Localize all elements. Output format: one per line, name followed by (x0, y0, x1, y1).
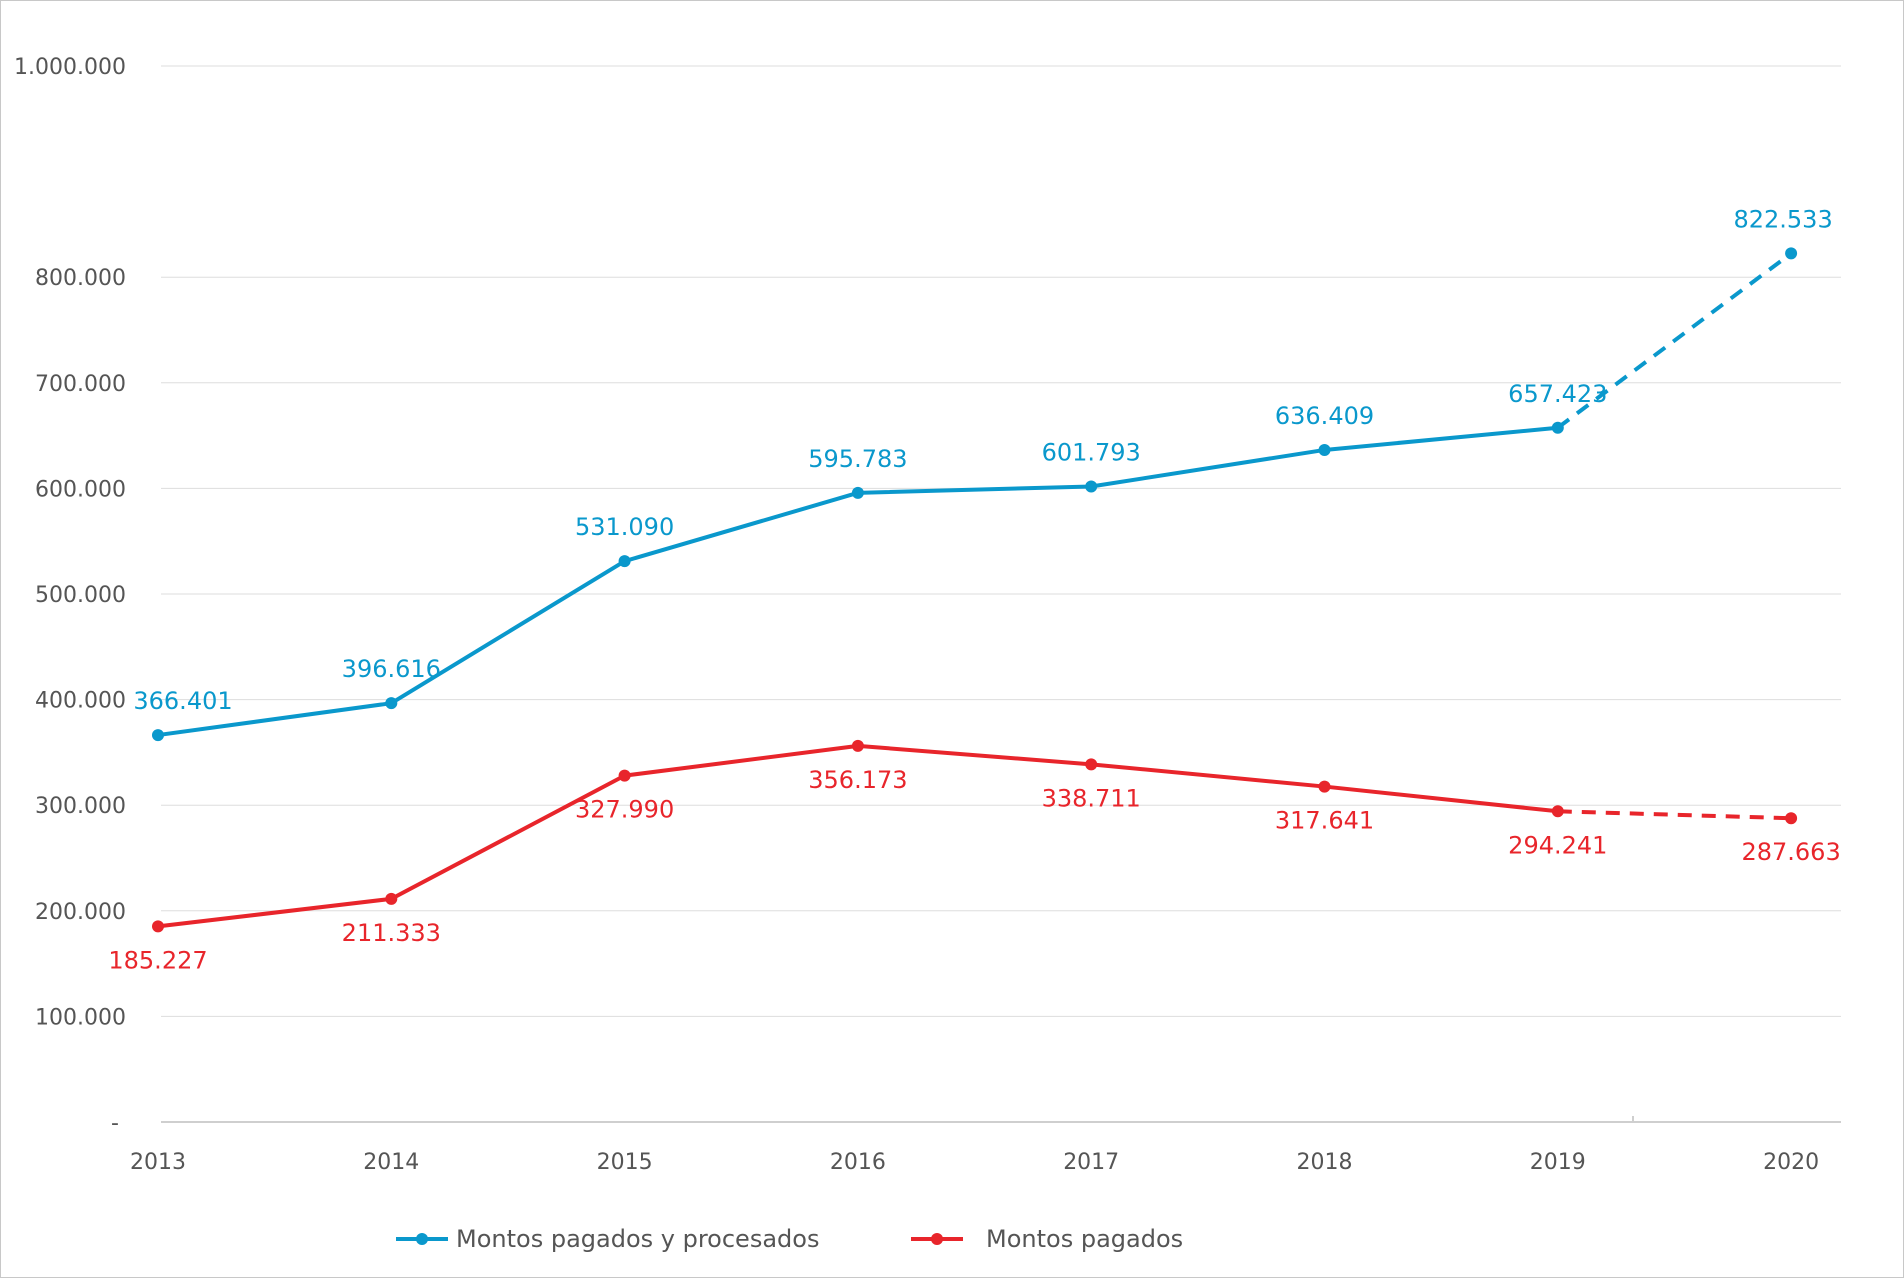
x-tick-label: 2017 (1063, 1150, 1119, 1175)
legend-item-2: Montos pagados (911, 1225, 1183, 1253)
data-point (152, 920, 164, 933)
data-point (1085, 758, 1098, 771)
data-label: 396.616 (342, 655, 441, 683)
y-tick-label: 600.000 (35, 477, 126, 502)
series-line-dashed (1556, 251, 1793, 430)
y-axis-ticks: - 100.000 200.000 300.000 400.000 500.000 600.… (14, 55, 126, 1136)
y-tick-label: 500.000 (35, 583, 126, 608)
data-point (1085, 480, 1098, 493)
data-label: 595.783 (808, 445, 907, 473)
data-label: 327.990 (575, 796, 674, 824)
data-label: 294.241 (1508, 831, 1607, 859)
data-label: 822.533 (1733, 205, 1832, 233)
data-label: 531.090 (575, 513, 674, 541)
data-point (851, 739, 864, 752)
data-point (1785, 247, 1798, 260)
y-tick-label: 1.000.000 (14, 55, 126, 80)
data-point (618, 555, 631, 568)
x-tick-label: 2014 (363, 1150, 419, 1175)
data-label: 317.641 (1275, 807, 1374, 835)
data-point (1551, 805, 1564, 818)
data-label: 185.227 (108, 946, 207, 974)
data-label: 338.711 (1042, 784, 1141, 812)
x-tick-label: 2020 (1763, 1150, 1819, 1175)
y-tick-label: 700.000 (35, 372, 126, 397)
y-tick-label: 400.000 (35, 689, 126, 714)
x-tick-label: 2018 (1297, 1150, 1353, 1175)
data-point (385, 892, 398, 905)
series-2: 185.227 211.333 327.990 356.173 338.711 317.6… (108, 739, 1841, 974)
data-label: 287.663 (1741, 838, 1840, 866)
data-point (152, 729, 164, 742)
gridlines (161, 65, 1841, 1017)
data-label: 601.793 (1042, 439, 1141, 467)
series-line-solid (157, 425, 1558, 738)
legend: Montos pagados y procesados Montos pagado… (396, 1225, 1183, 1253)
y-tick-label: 100.000 (35, 1005, 126, 1030)
x-axis-ticks: 2013 2014 2015 2016 2017 2018 2019 2020 (130, 1150, 1819, 1175)
x-tick-label: 2015 (597, 1150, 653, 1175)
legend-item-1: Montos pagados y procesados (396, 1225, 819, 1253)
data-point (851, 486, 864, 499)
data-label: 657.423 (1508, 380, 1607, 408)
x-tick-label: 2016 (830, 1150, 886, 1175)
legend-swatch-marker (416, 1233, 428, 1245)
data-point (385, 697, 398, 710)
y-tick-label: 800.000 (35, 266, 126, 291)
legend-swatch-marker (931, 1233, 943, 1245)
data-label: 366.401 (133, 687, 232, 715)
data-point (1318, 780, 1331, 793)
series-group: 366.401 396.616 531.090 595.783 601.793 636.4… (108, 205, 1840, 974)
data-label: 356.173 (808, 766, 907, 794)
series-line-dashed (1557, 809, 1792, 821)
legend-label: Montos pagados (986, 1225, 1183, 1253)
data-point (618, 769, 631, 782)
data-label: 636.409 (1275, 402, 1374, 430)
y-tick-label: 200.000 (35, 900, 126, 925)
data-point (1785, 812, 1798, 825)
data-label: 211.333 (342, 919, 441, 947)
y-tick-label: - (111, 1111, 119, 1136)
data-point (1318, 443, 1331, 456)
x-tick-label: 2019 (1530, 1150, 1586, 1175)
data-point (1551, 421, 1564, 434)
series-1: 366.401 396.616 531.090 595.783 601.793 636.4… (133, 205, 1833, 742)
legend-label: Montos pagados y procesados (456, 1225, 819, 1253)
x-axis (161, 1116, 1841, 1123)
y-tick-label: 300.000 (35, 794, 126, 819)
x-tick-label: 2013 (130, 1150, 186, 1175)
